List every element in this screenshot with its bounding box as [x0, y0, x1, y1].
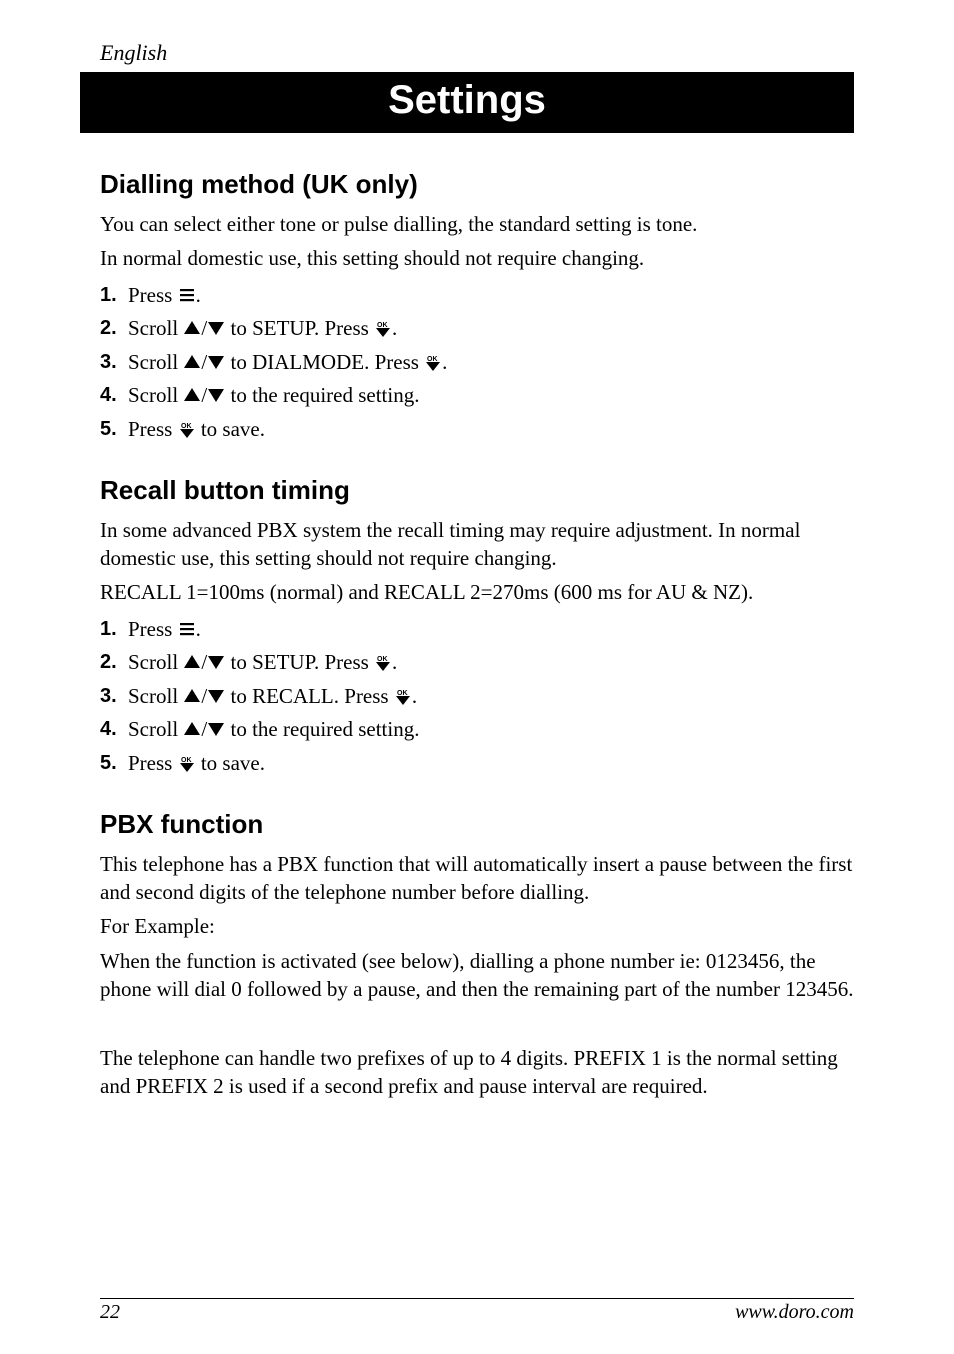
body-text: This telephone has a PBX function that w…	[100, 850, 854, 907]
language-label: English	[100, 40, 854, 66]
step-item: Scroll / to the required setting.	[100, 713, 854, 747]
down-icon	[207, 353, 225, 371]
ok-icon	[394, 687, 412, 705]
ok-icon	[178, 420, 196, 438]
body-text: You can select either tone or pulse dial…	[100, 210, 854, 238]
banner-title: Settings	[388, 78, 546, 122]
step-item: Scroll / to RECALL. Press .	[100, 680, 854, 714]
body-text: In normal domestic use, this setting sho…	[100, 244, 854, 272]
down-icon	[207, 386, 225, 404]
up-icon	[183, 653, 201, 671]
ok-icon	[178, 754, 196, 772]
ok-icon	[374, 653, 392, 671]
step-list: Press .Scroll / to SETUP. Press .Scroll …	[100, 613, 854, 781]
body-text: RECALL 1=100ms (normal) and RECALL 2=270…	[100, 578, 854, 606]
section-title: PBX function	[100, 809, 854, 840]
section-title: Dialling method (UK only)	[100, 169, 854, 200]
step-item: Press .	[100, 613, 854, 647]
menu-icon	[178, 286, 196, 304]
down-icon	[207, 319, 225, 337]
section-title: Recall button timing	[100, 475, 854, 506]
up-icon	[183, 319, 201, 337]
ok-icon	[374, 319, 392, 337]
up-icon	[183, 687, 201, 705]
sections-container: Dialling method (UK only) You can select …	[100, 169, 854, 1106]
page: English Settings Dialling method (UK onl…	[0, 0, 954, 1354]
ok-icon	[424, 353, 442, 371]
step-item: Scroll / to SETUP. Press .	[100, 312, 854, 346]
body-text: In some advanced PBX system the recall t…	[100, 516, 854, 573]
footer-url: www.doro.com	[735, 1301, 854, 1324]
step-item: Scroll / to SETUP. Press .	[100, 646, 854, 680]
body-text: For Example:	[100, 912, 854, 940]
step-list: Press .Scroll / to SETUP. Press .Scroll …	[100, 279, 854, 447]
down-icon	[207, 687, 225, 705]
down-icon	[207, 653, 225, 671]
step-item: Press to save.	[100, 747, 854, 781]
body-text: When the function is activated (see belo…	[100, 947, 854, 1004]
page-footer: 22 www.doro.com	[100, 1298, 854, 1324]
menu-icon	[178, 620, 196, 638]
settings-banner: Settings	[80, 72, 854, 133]
step-item: Scroll / to DIALMODE. Press .	[100, 346, 854, 380]
step-item: Scroll / to the required setting.	[100, 379, 854, 413]
body-text	[100, 1009, 854, 1037]
down-icon	[207, 720, 225, 738]
up-icon	[183, 386, 201, 404]
body-text: The telephone can handle two prefixes of…	[100, 1044, 854, 1101]
up-icon	[183, 720, 201, 738]
step-item: Press .	[100, 279, 854, 313]
up-icon	[183, 353, 201, 371]
step-item: Press to save.	[100, 413, 854, 447]
page-number: 22	[100, 1301, 120, 1324]
